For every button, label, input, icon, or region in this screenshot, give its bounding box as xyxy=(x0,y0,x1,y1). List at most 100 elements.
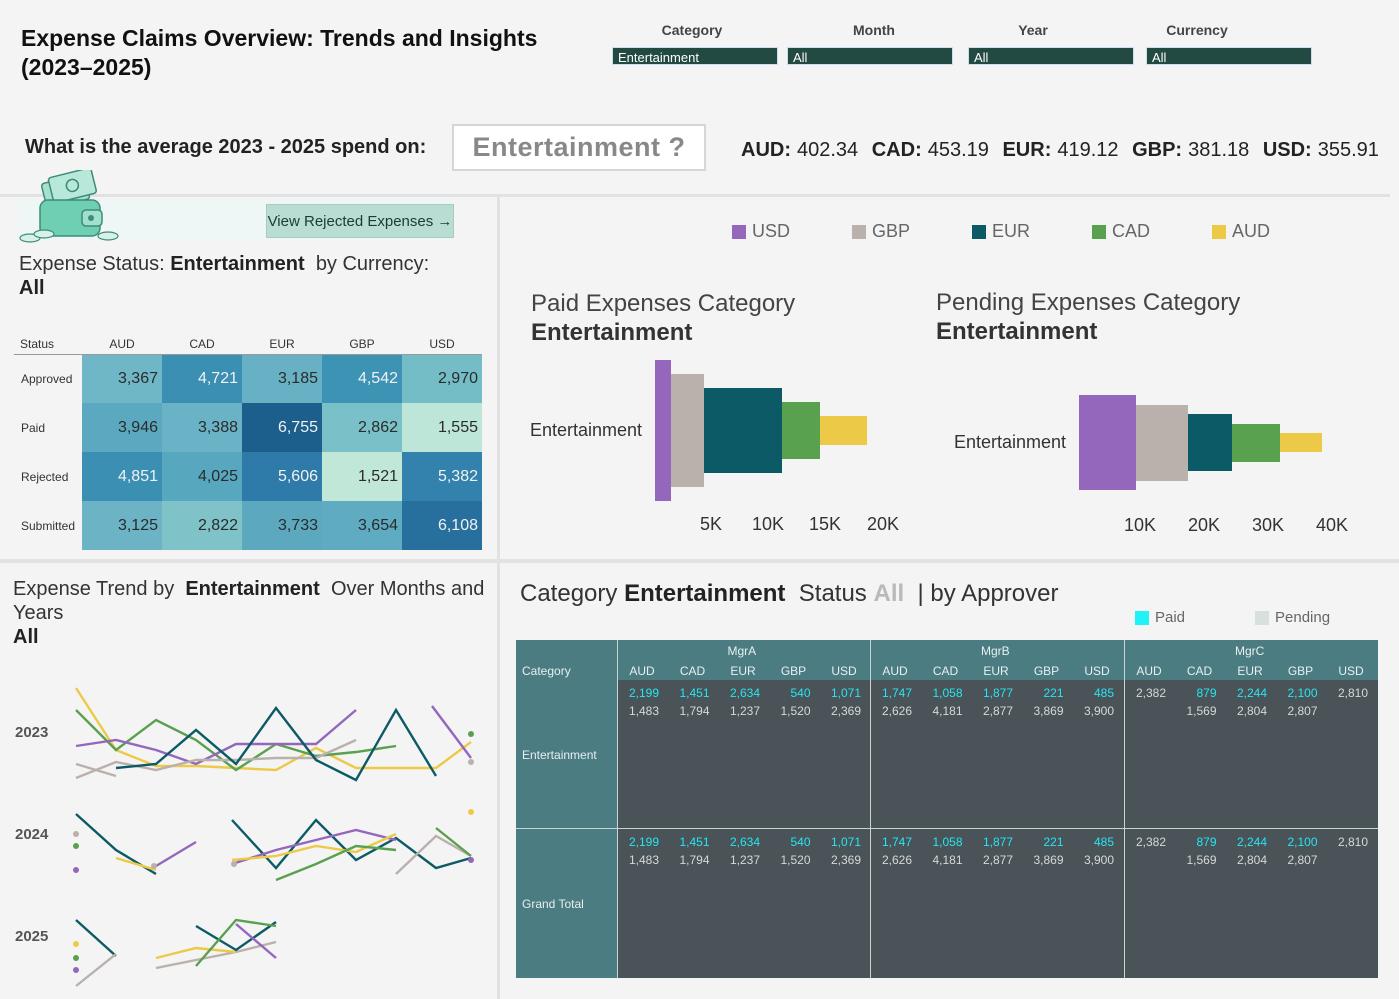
legend-cad-swatch xyxy=(1092,224,1106,239)
approver-pending-value: 1,794 xyxy=(679,853,710,867)
approver-title-suffix: | by Approver xyxy=(917,580,1059,607)
approver-pending-value: 1,794 xyxy=(679,704,710,718)
legend-gbp-swatch xyxy=(852,224,866,239)
trend-panel-title: Expense Trend by Entertainment Over Mont… xyxy=(13,577,491,649)
trend-2023-cad xyxy=(75,709,397,772)
approver-pending-value: 3,869 xyxy=(1033,704,1064,718)
heat-cell: 3,946 xyxy=(82,403,162,452)
paid-chart-row-label: Entertainment xyxy=(530,420,643,440)
filter-currency-select[interactable]: All xyxy=(1146,47,1312,65)
approver-paid-value: 540 xyxy=(790,835,811,849)
trend-2024-usd-dot xyxy=(73,867,79,873)
pending-tick-3: 30K xyxy=(1252,515,1285,535)
heat-cell: 2,970 xyxy=(402,354,482,403)
paid-tick-2: 10K xyxy=(752,514,785,534)
heat-cell: 6,755 xyxy=(242,403,322,452)
pending-bar-eur xyxy=(1188,414,1232,471)
approver-currency-header: USD xyxy=(1084,664,1110,678)
trend-2025-aud xyxy=(155,946,237,960)
heat-row-approved: Approved 3,367 4,721 3,185 4,542 2,970 xyxy=(14,354,482,403)
approver-pending-value: 1,520 xyxy=(780,704,811,718)
approver-paid-value: 1,877 xyxy=(982,835,1013,849)
approver-currency-header: EUR xyxy=(1237,664,1263,678)
trend-2024-usd-dot-2 xyxy=(468,857,474,863)
approver-paid-value: 1,071 xyxy=(830,835,861,849)
pending-chart-title: Pending Expenses Category Entertainment xyxy=(936,288,1336,346)
legend-usd-label: USD xyxy=(752,221,791,241)
legend-usd: USD xyxy=(732,221,790,242)
heat-header-cad: CAD xyxy=(162,334,242,355)
trend-2025-gbp xyxy=(75,953,117,987)
approver-mgrc-value: 2,810 xyxy=(1337,686,1368,700)
legend-cad: CAD xyxy=(1092,221,1150,242)
approver-paid-value: 879 xyxy=(1196,835,1217,849)
approver-pending-value: 2,804 xyxy=(1236,704,1267,718)
approver-row-label: Entertainment xyxy=(522,748,597,762)
approver-paid-value: 1,877 xyxy=(982,686,1013,700)
trend-year-2025: 2025 xyxy=(15,928,49,945)
approver-paid-value: 2,244 xyxy=(1236,686,1267,700)
heat-cell: 3,654 xyxy=(322,501,402,550)
trend-2024-cad-dot xyxy=(73,843,79,849)
average-values: AUD: 402.34 CAD: 453.19 EUR: 419.12 GBP: 381… xyxy=(733,139,1379,162)
approver-legend-paid-label: Paid xyxy=(1155,609,1186,626)
heat-cell: 4,721 xyxy=(162,354,242,403)
approver-mgrc-value: 2,810 xyxy=(1337,835,1368,849)
trend-title-filter: All xyxy=(13,626,39,648)
approver-currency-header: AUD xyxy=(1136,664,1162,678)
trend-2023-gbp xyxy=(75,738,357,780)
approver-currency-header: GBP xyxy=(780,664,807,678)
pending-chart-title-text: Pending Expenses Category xyxy=(936,289,1241,316)
approver-pending-value: 2,877 xyxy=(982,704,1013,718)
trend-2025-cad xyxy=(195,918,277,967)
page-title: Expense Claims Overview: Trends and Insi… xyxy=(21,25,538,80)
approver-pending-value: 2,626 xyxy=(881,704,912,718)
pending-funnel-chart xyxy=(1079,395,1322,490)
approver-legend-pending-label: Pending xyxy=(1275,609,1331,626)
approver-paid-value: 2,199 xyxy=(628,835,659,849)
approver-pending-value: 2,804 xyxy=(1236,853,1267,867)
approver-paid-value: 1,451 xyxy=(679,686,710,700)
paid-bar-eur xyxy=(704,388,782,473)
approver-table-header xyxy=(516,640,1378,680)
avg-eur-label: EUR: xyxy=(1002,139,1052,161)
approver-separator xyxy=(870,640,871,978)
heat-cell: 3,185 xyxy=(242,354,322,403)
paid-bar-usd xyxy=(655,360,671,501)
trend-2024-aud xyxy=(115,856,157,872)
paid-chart-category: Entertainment xyxy=(531,319,693,346)
status-title-mid: by Currency: xyxy=(315,253,430,275)
pending-bar-gbp xyxy=(1136,405,1188,481)
approver-pending-value: 2,369 xyxy=(830,853,861,867)
paid-bar-aud xyxy=(820,416,867,445)
average-question: What is the average 2023 - 2025 spend on… xyxy=(25,136,427,158)
filter-month-select[interactable]: All xyxy=(787,47,953,65)
avg-aud-value: 402.34 xyxy=(797,139,859,161)
wallet-money-icon xyxy=(19,170,119,243)
approver-paid-value: 540 xyxy=(790,686,811,700)
legend-cad-label: CAD xyxy=(1112,221,1151,241)
trend-2025-gbp-2 xyxy=(155,940,277,970)
legend-gbp: GBP xyxy=(852,221,910,242)
legend-eur-label: EUR xyxy=(992,221,1031,241)
paid-funnel-chart xyxy=(655,360,867,501)
trend-2025-aud-dot xyxy=(73,941,79,947)
view-rejected-expenses-button[interactable]: View Rejected Expenses → xyxy=(266,204,454,238)
pending-tick-1: 10K xyxy=(1124,515,1157,535)
filter-category-select[interactable]: Entertainment xyxy=(612,47,778,65)
approver-paid-value: 485 xyxy=(1093,686,1114,700)
approver-pending-value: 3,900 xyxy=(1083,704,1114,718)
heat-cell: 3,125 xyxy=(82,501,162,550)
trend-2024-aud-2 xyxy=(231,832,397,862)
approver-paid-value: 2,634 xyxy=(729,835,760,849)
trend-2024-usd xyxy=(155,840,197,868)
approver-paid-value: 2,244 xyxy=(1236,835,1267,849)
approver-paid-value: 1,058 xyxy=(932,686,963,700)
approver-separator xyxy=(617,640,618,978)
approver-title-status-label: Status xyxy=(798,580,867,607)
legend-aud: AUD xyxy=(1212,221,1270,242)
trend-title-mid: Over Months and Years xyxy=(13,578,485,624)
pending-bar-cad xyxy=(1232,424,1280,462)
approver-pending-value: 4,181 xyxy=(932,853,963,867)
filter-year-select[interactable]: All xyxy=(968,47,1134,65)
